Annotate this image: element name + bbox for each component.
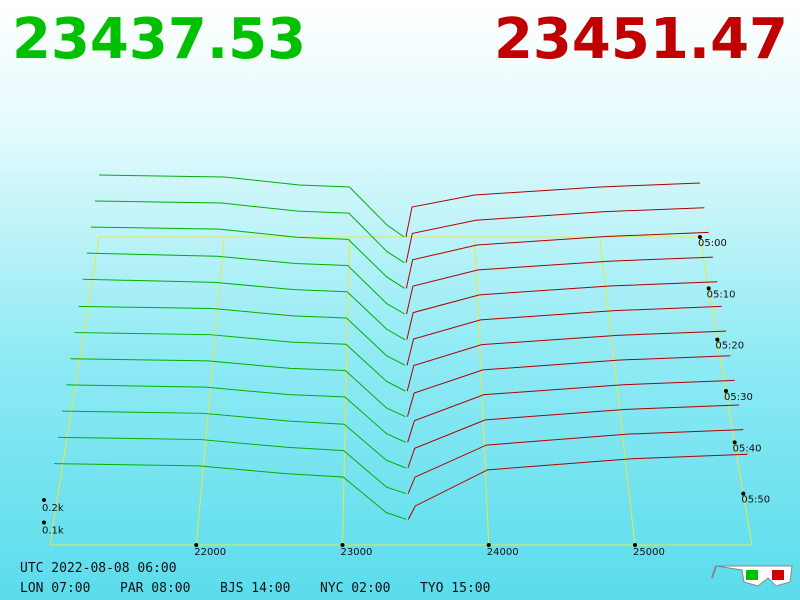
ask-depth-line bbox=[407, 379, 735, 443]
time-tick-dot bbox=[698, 235, 702, 239]
world-clock: PAR 08:00 bbox=[120, 581, 190, 596]
y-tick-label: 0.2k bbox=[42, 503, 64, 514]
time-tick-dot bbox=[724, 389, 728, 393]
ask-depth-line bbox=[407, 404, 740, 469]
ask-depth-line bbox=[405, 207, 705, 263]
bid-depth-line bbox=[74, 332, 406, 392]
x-tick-label: 25000 bbox=[633, 547, 665, 558]
bid-depth-line bbox=[66, 384, 406, 443]
ask-depth-line bbox=[407, 453, 748, 520]
ask-depth-line bbox=[406, 330, 727, 392]
glasses-icon bbox=[711, 565, 793, 587]
utc-time: UTC 2022-08-08 06:00 bbox=[20, 561, 177, 576]
time-tick-label: 05:30 bbox=[724, 392, 753, 403]
time-tick-dot bbox=[706, 286, 711, 291]
bid-depth-line bbox=[58, 436, 407, 495]
ask-depth-line bbox=[406, 281, 718, 340]
grid-line bbox=[342, 236, 350, 546]
bid-depth-line bbox=[70, 358, 406, 418]
ask-depth-line bbox=[405, 182, 701, 238]
y-tick-label: 0.1k bbox=[42, 526, 64, 537]
time-tick-dot bbox=[741, 491, 746, 496]
grid-line bbox=[474, 236, 490, 546]
bid-depth-line bbox=[62, 410, 407, 469]
ask-depth-line bbox=[405, 231, 709, 289]
ask-price: 23451.47 bbox=[494, 7, 788, 72]
time-tick-label: 05:20 bbox=[715, 341, 744, 352]
plane-edge bbox=[49, 236, 100, 546]
bid-price: 23437.53 bbox=[12, 7, 306, 72]
y-tick-dot bbox=[42, 520, 46, 525]
world-clock: NYC 02:00 bbox=[320, 581, 390, 596]
bid-depth-line bbox=[98, 174, 405, 238]
time-tick-dot bbox=[715, 337, 720, 342]
time-tick-label: 05:00 bbox=[698, 238, 727, 249]
x-tick-label: 22000 bbox=[194, 547, 226, 558]
bid-depth-line bbox=[90, 226, 405, 289]
world-clock: BJS 14:00 bbox=[220, 581, 290, 596]
y-tick-dot bbox=[42, 498, 46, 502]
tick-dot bbox=[340, 543, 345, 547]
tick-dot bbox=[486, 543, 491, 547]
time-tick-label: 05:50 bbox=[741, 495, 770, 506]
time-tick-label: 05:40 bbox=[733, 443, 762, 454]
time-tick-label: 05:10 bbox=[707, 289, 736, 300]
grid-line bbox=[195, 236, 225, 546]
bid-depth-line bbox=[94, 200, 405, 264]
ask-depth-line bbox=[406, 256, 714, 315]
ask-depth-line bbox=[406, 355, 731, 417]
x-tick-label: 24000 bbox=[487, 547, 519, 558]
bid-depth-line bbox=[86, 252, 406, 315]
x-tick-label: 23000 bbox=[341, 547, 373, 558]
grid-line bbox=[599, 236, 636, 546]
ask-depth-line bbox=[406, 305, 722, 366]
time-tick-dot bbox=[732, 440, 737, 445]
bid-depth-line bbox=[78, 305, 406, 366]
tick-dot bbox=[194, 543, 199, 547]
tick-dot bbox=[633, 543, 637, 547]
world-clock: LON 07:00 bbox=[20, 581, 90, 596]
world-clock: TYO 15:00 bbox=[420, 581, 490, 596]
bid-depth-line bbox=[54, 463, 407, 520]
bid-depth-line bbox=[82, 278, 406, 341]
ask-depth-line bbox=[407, 429, 744, 494]
